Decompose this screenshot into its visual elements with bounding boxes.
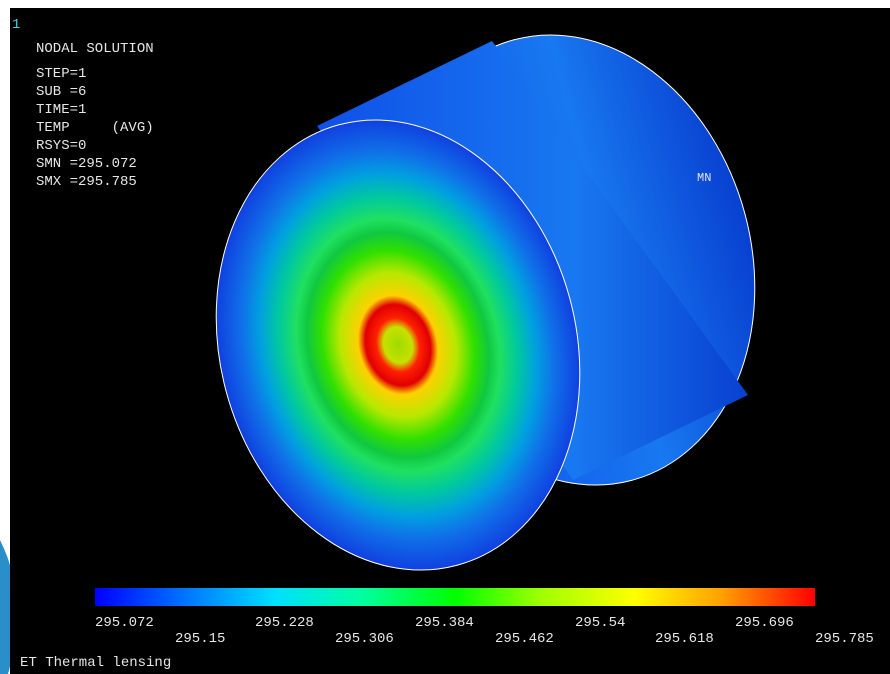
legend-label: 295.696 [735, 615, 794, 631]
footer-title: ET Thermal lensing [20, 655, 171, 671]
legend-label: 295.54 [575, 615, 625, 631]
header-line: SMX =295.785 [36, 174, 137, 190]
legend-label: 295.785 [815, 631, 874, 647]
header-line: NODAL SOLUTION [36, 41, 154, 57]
cylinder [215, 34, 756, 571]
legend-label: 295.462 [495, 631, 554, 647]
header-line: TEMP (AVG) [36, 120, 154, 136]
header-line: SMN =295.072 [36, 156, 137, 172]
window-number: 1 [12, 17, 20, 33]
header-line: RSYS=0 [36, 138, 86, 154]
legend-label: 295.618 [655, 631, 714, 647]
header-line: SUB =6 [36, 84, 86, 100]
header-line: TIME=1 [36, 102, 86, 118]
legend-label: 295.306 [335, 631, 394, 647]
min-marker: MN [697, 171, 711, 185]
header-line: STEP=1 [36, 66, 86, 82]
legend-label: 295.384 [415, 615, 474, 631]
legend-label: 295.228 [255, 615, 314, 631]
legend-label: 295.15 [175, 631, 225, 647]
color-legend-bar [95, 588, 815, 606]
legend-label: 295.072 [95, 615, 154, 631]
